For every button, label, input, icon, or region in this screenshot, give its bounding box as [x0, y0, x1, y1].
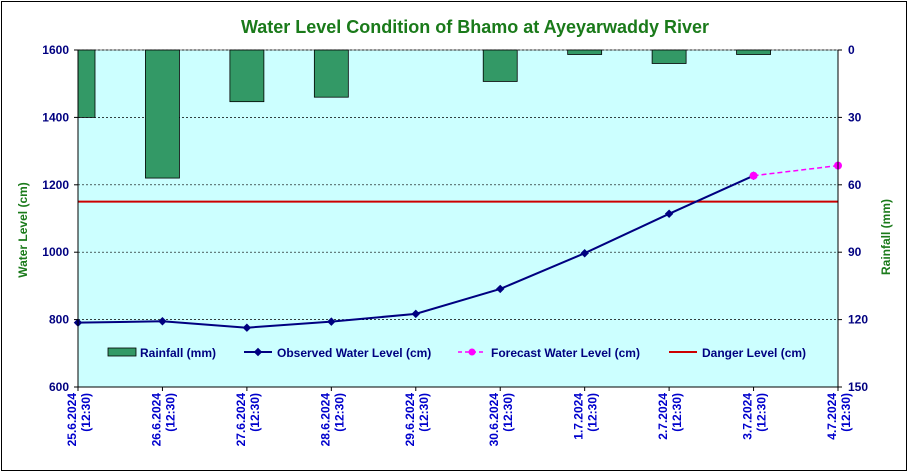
legend: Rainfall (mm) Observed Water Level (cm) …: [107, 346, 806, 360]
forecast-point: [749, 171, 758, 180]
x-tick-label: 26.6.2024: [149, 393, 163, 447]
left-axis-ticks: 600 800 1000 1200 1400 1600: [42, 43, 78, 394]
x-tick-label: 4.7.2024: [825, 393, 839, 440]
rainfall-bar: [313, 49, 349, 98]
x-axis-ticks: 25.6.2024 (12:30) 26.6.2024 (12:30) 27.6.202…: [65, 387, 853, 446]
x-tick-label-time: (12:30): [248, 393, 262, 432]
x-tick-label-time: (12:30): [501, 393, 515, 432]
rainfall-bar: [482, 49, 518, 82]
right-tick-label: 90: [848, 245, 862, 259]
plot-area: [77, 49, 839, 388]
rainfall-bar: [229, 49, 265, 103]
x-tick-label-time: (12:30): [163, 393, 177, 432]
rainfall-bar: [145, 49, 180, 179]
left-tick-label: 600: [49, 380, 69, 394]
right-tick-label: 60: [848, 178, 862, 192]
x-tick-label-time: (12:30): [79, 393, 93, 432]
right-axis-ticks: 0 30 60 90 120 150: [838, 43, 868, 394]
x-tick-label: 25.6.2024: [65, 393, 79, 447]
legend-danger-label: Danger Level (cm): [702, 346, 806, 360]
x-tick-label: 29.6.2024: [403, 393, 417, 447]
x-tick-label: 3.7.2024: [741, 393, 755, 440]
left-tick-label: 800: [49, 313, 69, 327]
observed-point: [242, 323, 252, 332]
x-tick-label-time: (12:30): [670, 393, 684, 432]
x-tick-label: 1.7.2024: [572, 393, 586, 440]
x-tick-label-time: (12:30): [586, 393, 600, 432]
rainfall-bars: [77, 49, 771, 179]
legend-forecast-label: Forecast Water Level (cm): [491, 346, 640, 360]
legend-observed-label: Observed Water Level (cm): [277, 346, 431, 360]
axes: [77, 50, 839, 388]
right-tick-label: 0: [848, 43, 855, 57]
legend-forecast-marker: [468, 348, 476, 356]
right-tick-label: 30: [848, 110, 862, 124]
legend-rainfall-label: Rainfall (mm): [140, 346, 216, 360]
left-tick-label: 1000: [42, 245, 69, 259]
rainfall-bar: [77, 49, 96, 118]
left-axis-title: Water Level (cm): [16, 182, 30, 278]
rainfall-bar: [651, 49, 687, 64]
x-tick-label: 28.6.2024: [318, 393, 332, 447]
x-tick-label: 2.7.2024: [656, 393, 670, 440]
forecast-line: [753, 164, 839, 177]
grid-lines: [78, 49, 838, 320]
x-tick-label-time: (12:30): [417, 393, 431, 432]
x-tick-label: 30.6.2024: [487, 393, 501, 447]
rainfall-bar: [567, 49, 603, 55]
chart-title: Water Level Condition of Bhamo at Ayeyar…: [241, 17, 709, 37]
rainfall-bar: [736, 49, 771, 55]
legend-observed-marker: [253, 347, 263, 357]
left-tick-label: 1200: [42, 178, 69, 192]
legend-rainfall-swatch: [107, 347, 137, 357]
observed-point: [158, 317, 167, 326]
left-tick-label: 1600: [42, 43, 69, 57]
x-tick-label-time: (12:30): [755, 393, 769, 432]
x-tick-label-time: (12:30): [332, 393, 346, 432]
observed-point: [411, 309, 421, 319]
right-tick-label: 120: [848, 313, 868, 327]
left-tick-label: 1400: [42, 110, 69, 124]
observed-point: [327, 317, 336, 326]
right-axis-title: Rainfall (mm): [879, 199, 893, 275]
x-tick-label-time: (12:30): [839, 393, 853, 432]
x-tick-label: 27.6.2024: [234, 393, 248, 447]
right-tick-label: 150: [848, 380, 868, 394]
observed-point: [495, 284, 505, 294]
